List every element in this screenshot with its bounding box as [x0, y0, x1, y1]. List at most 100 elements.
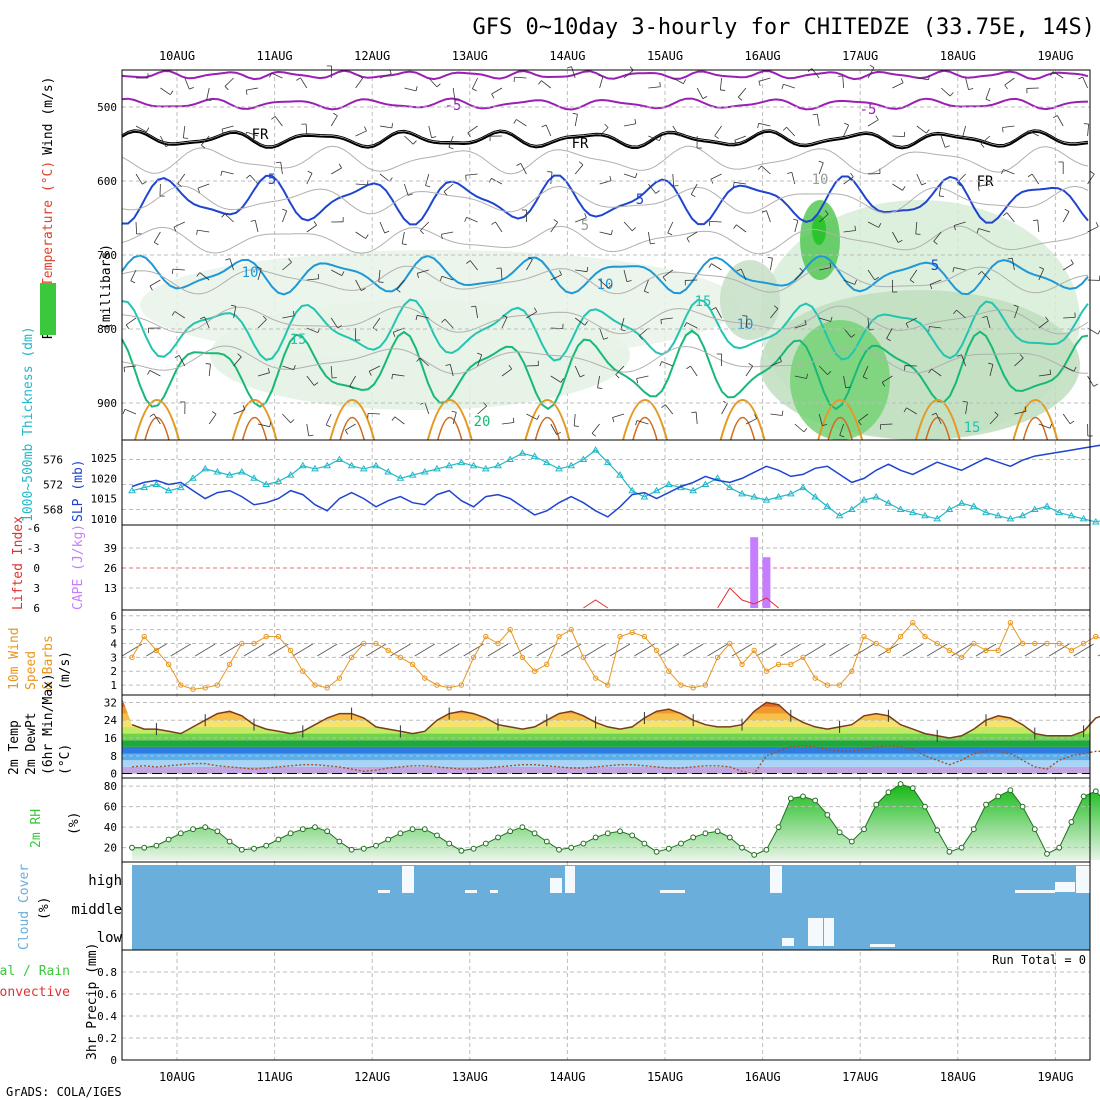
- wind-barb: [667, 221, 674, 234]
- thickness-point: [518, 449, 527, 456]
- thickness-point: [786, 489, 795, 497]
- rh-point: [263, 842, 270, 849]
- contour-line-30: [534, 417, 561, 441]
- wind-barb: [417, 314, 429, 319]
- wind-barb: [349, 375, 356, 387]
- rh-point: [373, 842, 379, 849]
- rh-point: [287, 830, 294, 837]
- wind-barb: [599, 76, 604, 89]
- thickness-point: [335, 455, 344, 462]
- wind-barb: [477, 405, 487, 415]
- wind-barb-flag: [738, 96, 743, 101]
- wind-barb: [206, 87, 210, 100]
- thickness-point: [1055, 508, 1064, 516]
- thickness-point: [225, 471, 234, 478]
- wind-barb: [197, 229, 210, 233]
- wind-barb-flag: [926, 129, 930, 134]
- wind-barb-flag: [211, 411, 217, 415]
- rh-point: [458, 847, 465, 854]
- wind-barb: [905, 317, 917, 324]
- wind-barb-flag: [262, 315, 267, 320]
- rh-point: [702, 830, 709, 837]
- temp-color-band: [122, 760, 1090, 767]
- wind-barb: [660, 317, 673, 320]
- wind-barb: [394, 416, 405, 425]
- cloud-clear-block: [490, 890, 498, 893]
- wind-speed-point: [678, 682, 684, 688]
- wind-barb-flag: [1025, 130, 1029, 136]
- wind-barb: [953, 267, 966, 271]
- wind-barb-10m: [219, 643, 240, 657]
- wind-barb: [355, 231, 366, 239]
- wind-speed-point: [226, 661, 233, 667]
- wind-barb: [599, 180, 612, 185]
- wind-barb: [201, 135, 210, 146]
- wind-barb-flag: [165, 144, 171, 148]
- chart-title: GFS 0~10day 3-hourly for CHITEDZE (33.75…: [472, 15, 1095, 40]
- wind-barb: [770, 258, 773, 271]
- wind-barb-flag: [464, 217, 467, 222]
- contour-label: FR: [572, 136, 589, 152]
- wind-barb-flag: [1027, 173, 1033, 178]
- wind-barb: [197, 183, 210, 189]
- wind-barb-flag: [541, 124, 547, 128]
- wind-barb: [257, 423, 270, 428]
- wind-barb: [639, 327, 649, 337]
- wind-barb-flag: [149, 285, 153, 291]
- thickness-point: [262, 480, 271, 487]
- date-label-top: 18AUG: [940, 49, 976, 63]
- wind-barb-flag: [206, 99, 212, 102]
- wind-barb: [401, 231, 405, 244]
- thickness-point: [494, 461, 502, 469]
- wind-barb: [906, 407, 918, 415]
- wind-speed-point: [470, 654, 477, 661]
- wind-barb: [345, 423, 356, 431]
- wind-barb: [636, 375, 649, 379]
- wind-barb: [516, 119, 527, 127]
- contour-label: FR: [252, 127, 269, 143]
- wind-speed-point: [763, 668, 770, 674]
- wind-barb: [501, 316, 508, 329]
- wind-barb: [892, 135, 905, 138]
- wind-barb: [842, 76, 844, 89]
- wind-barb: [599, 279, 609, 289]
- wind-barb-flag: [365, 234, 369, 239]
- wind-barb-flag: [313, 220, 317, 226]
- thickness-point: [750, 493, 759, 500]
- contour-line-25: [524, 399, 571, 441]
- wind-barb: [282, 315, 295, 319]
- date-label-bottom: 18AUG: [940, 1070, 976, 1084]
- wind-barb-flag: [980, 143, 985, 148]
- wind-barb-flag: [431, 136, 437, 139]
- temp-axis-title-part: 2m DewPt: [24, 712, 39, 775]
- wind-barb: [330, 365, 333, 378]
- wind-barb: [664, 404, 674, 415]
- rh-point: [739, 844, 745, 851]
- wind-barb-flag: [528, 256, 533, 260]
- rh-point: [434, 832, 440, 839]
- rh-point: [690, 834, 697, 841]
- wind-barb-flag: [714, 135, 719, 139]
- wind-barb-flag: [994, 411, 999, 416]
- contour-line-minus10: [121, 69, 1089, 81]
- wind-barb-flag: [177, 183, 182, 187]
- wind-barb-flag: [1052, 115, 1058, 119]
- cape-tick: 13: [104, 582, 117, 595]
- wind-barb-flag: [644, 290, 649, 294]
- rh-point: [751, 851, 758, 858]
- wind-barb-flag: [686, 365, 691, 370]
- pressure-tick: 500: [97, 101, 117, 114]
- thickness-point: [152, 480, 161, 487]
- wind-tick: 3: [110, 651, 117, 664]
- wind-barb: [355, 279, 362, 291]
- rh-point: [983, 801, 989, 808]
- wind-barb-flag: [1073, 366, 1077, 372]
- temp-tick: 16: [104, 732, 117, 745]
- wind-barb-flag: [358, 75, 363, 79]
- wind-barb: [962, 125, 966, 138]
- wind-barb: [135, 173, 143, 185]
- wind-barb-flag: [962, 137, 968, 140]
- wind-barb: [623, 69, 634, 79]
- wind-barb: [330, 317, 339, 329]
- rh-point: [922, 803, 928, 810]
